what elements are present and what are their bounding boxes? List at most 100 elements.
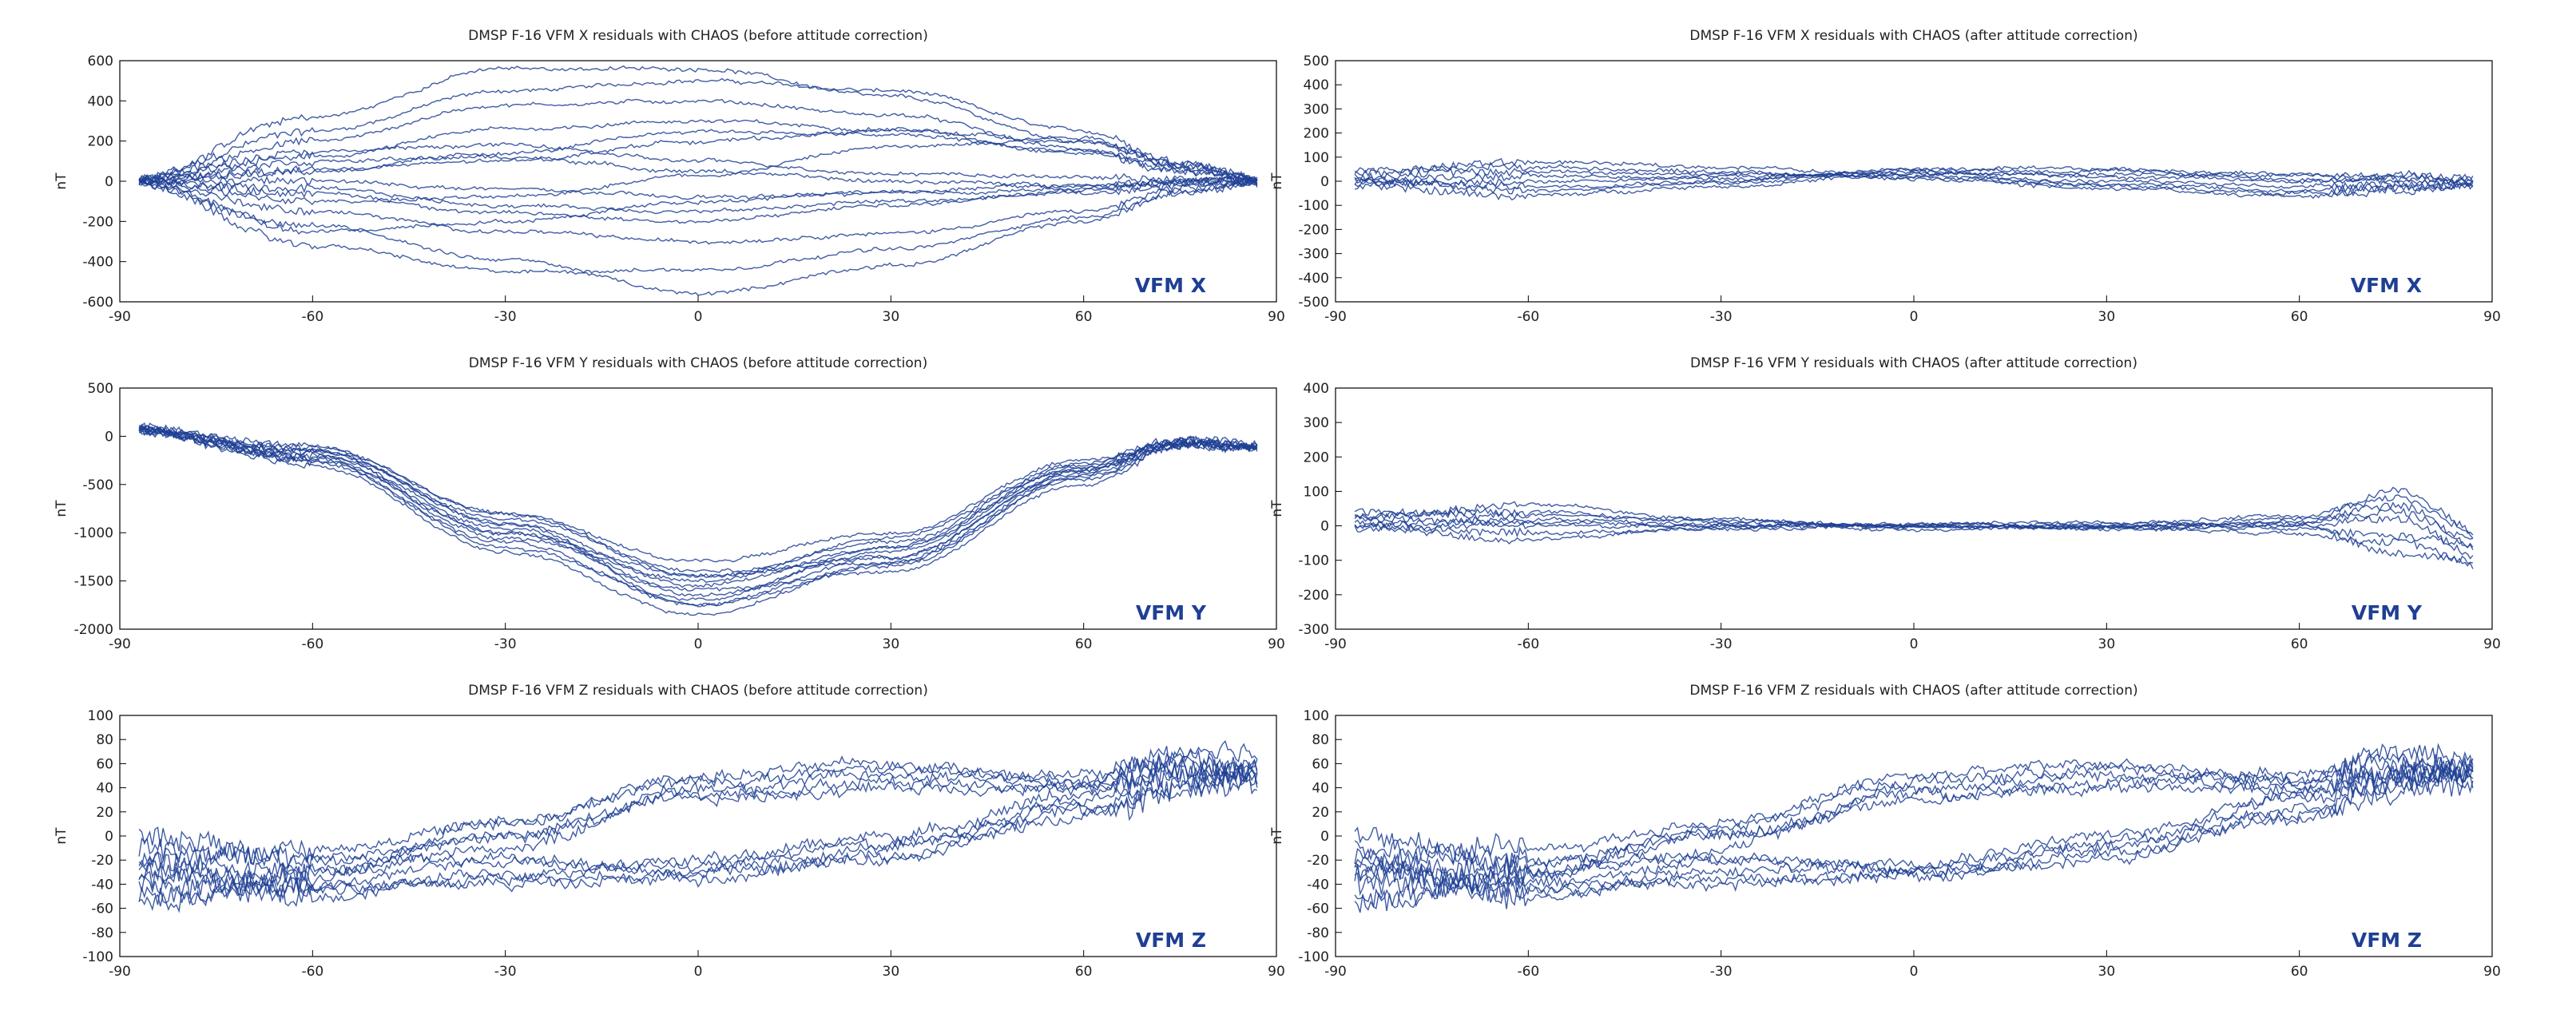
x-tick-label: 60 — [2291, 964, 2308, 980]
series-line-1 — [138, 65, 1258, 183]
y-tick-label: -600 — [82, 295, 113, 311]
series-group — [138, 65, 1258, 296]
y-tick-label: 0 — [105, 174, 113, 190]
series-line-6 — [138, 759, 1258, 913]
chart-title: DMSP F-16 VFM Z residuals with CHAOS (be… — [468, 683, 928, 699]
y-tick-label: 100 — [1304, 150, 1329, 166]
series-line-8 — [138, 426, 1258, 573]
y-tick-label: -40 — [1307, 877, 1329, 893]
y-tick-label: -500 — [1298, 295, 1329, 311]
series-line-15 — [138, 176, 1258, 200]
x-tick-label: -60 — [1517, 309, 1539, 325]
series-line-3 — [1354, 168, 2474, 188]
panel-tag: VFM Y — [1136, 601, 1207, 624]
x-tick-label: -90 — [1324, 309, 1347, 325]
plot-frame — [1335, 715, 2493, 957]
y-tick-label: -1500 — [74, 574, 113, 590]
y-tick-label: 300 — [1304, 101, 1329, 117]
panel-tag: VFM Y — [2352, 601, 2423, 624]
x-tick-label: 30 — [2098, 309, 2116, 325]
series-line-4 — [1354, 494, 2474, 539]
y-tick-label: -500 — [82, 477, 113, 493]
chart-title: DMSP F-16 VFM Y residuals with CHAOS (af… — [1690, 355, 2137, 371]
x-tick-label: 30 — [883, 309, 900, 325]
y-tick-label: -300 — [1298, 247, 1329, 263]
x-tick-label: -30 — [494, 964, 517, 980]
series-line-1 — [138, 756, 1258, 898]
panel-tag: VFM X — [1135, 274, 1206, 297]
y-tick-label: 400 — [1304, 381, 1329, 397]
chart-panel-1: DMSP F-16 VFM X residuals with CHAOS (af… — [1269, 28, 2501, 325]
y-axis-label: nT — [54, 500, 69, 517]
y-tick-label: -1000 — [74, 525, 113, 541]
y-tick-label: -80 — [91, 925, 113, 941]
y-tick-label: 100 — [1304, 708, 1329, 724]
chart-title: DMSP F-16 VFM X residuals with CHAOS (af… — [1689, 28, 2137, 44]
series-line-6 — [1354, 157, 2474, 197]
series-line-9 — [138, 177, 1258, 215]
y-tick-label: 20 — [1312, 805, 1329, 821]
y-tick-label: -300 — [1298, 622, 1329, 638]
series-line-5 — [1354, 758, 2474, 909]
y-tick-label: -40 — [91, 877, 113, 893]
series-line-8 — [1354, 743, 2474, 890]
series-line-7 — [1354, 520, 2474, 565]
series-line-14 — [138, 128, 1258, 184]
x-tick-label: 60 — [1075, 964, 1093, 980]
x-tick-label: 30 — [883, 636, 900, 652]
y-axis-label: nT — [1269, 827, 1285, 845]
x-tick-label: -60 — [1517, 964, 1539, 980]
panel-tag: VFM Z — [2352, 929, 2422, 952]
y-tick-label: -60 — [91, 901, 113, 917]
chart-panel-0: DMSP F-16 VFM X residuals with CHAOS (be… — [54, 28, 1285, 325]
series-line-9 — [138, 423, 1258, 601]
x-tick-label: 0 — [1910, 309, 1919, 325]
x-tick-label: 0 — [694, 309, 703, 325]
series-line-13 — [138, 176, 1258, 235]
chart-panel-4: DMSP F-16 VFM Z residuals with CHAOS (be… — [54, 683, 1285, 980]
plot-frame — [1335, 387, 2493, 630]
series-line-0 — [138, 77, 1258, 184]
chart-title: DMSP F-16 VFM Z residuals with CHAOS (af… — [1689, 683, 2137, 699]
x-tick-label: -30 — [494, 309, 517, 325]
series-line-2 — [138, 764, 1258, 869]
series-group — [138, 422, 1258, 616]
y-tick-label: -100 — [1298, 198, 1329, 214]
series-line-7 — [1354, 764, 2474, 875]
series-line-5 — [138, 179, 1258, 296]
x-tick-label: -30 — [1710, 636, 1733, 652]
x-tick-label: -30 — [1710, 964, 1733, 980]
y-tick-label: 200 — [1304, 450, 1329, 465]
series-group — [1354, 157, 2474, 201]
series-group — [1354, 486, 2474, 569]
x-tick-label: 30 — [2098, 964, 2116, 980]
series-line-6 — [1354, 760, 2474, 913]
x-tick-label: 0 — [694, 636, 703, 652]
series-line-8 — [138, 739, 1258, 891]
y-tick-label: -400 — [82, 255, 113, 271]
series-line-0 — [1354, 752, 2474, 885]
series-group — [1354, 743, 2474, 913]
series-line-11 — [138, 135, 1258, 206]
series-line-4 — [1354, 167, 2474, 190]
series-line-4 — [138, 179, 1258, 275]
y-tick-label: 40 — [96, 781, 113, 797]
x-tick-label: -60 — [301, 309, 323, 325]
x-tick-label: -90 — [109, 636, 131, 652]
y-tick-label: -80 — [1307, 925, 1329, 941]
series-line-2 — [1354, 766, 2474, 872]
plot-frame — [119, 387, 1277, 630]
x-tick-label: 60 — [2291, 309, 2308, 325]
series-line-10 — [138, 422, 1257, 608]
series-line-10 — [138, 154, 1258, 189]
series-line-6 — [139, 428, 1258, 563]
x-tick-label: 60 — [2291, 636, 2308, 652]
chart-panel-3: DMSP F-16 VFM Y residuals with CHAOS (af… — [1269, 355, 2501, 652]
y-tick-label: 20 — [96, 805, 113, 821]
panel-tag: VFM X — [2351, 274, 2422, 297]
series-line-7 — [1354, 171, 2474, 201]
x-tick-label: -60 — [301, 964, 323, 980]
series-line-0 — [1354, 161, 2474, 200]
x-tick-label: -60 — [1517, 636, 1539, 652]
x-tick-label: -90 — [109, 309, 131, 325]
